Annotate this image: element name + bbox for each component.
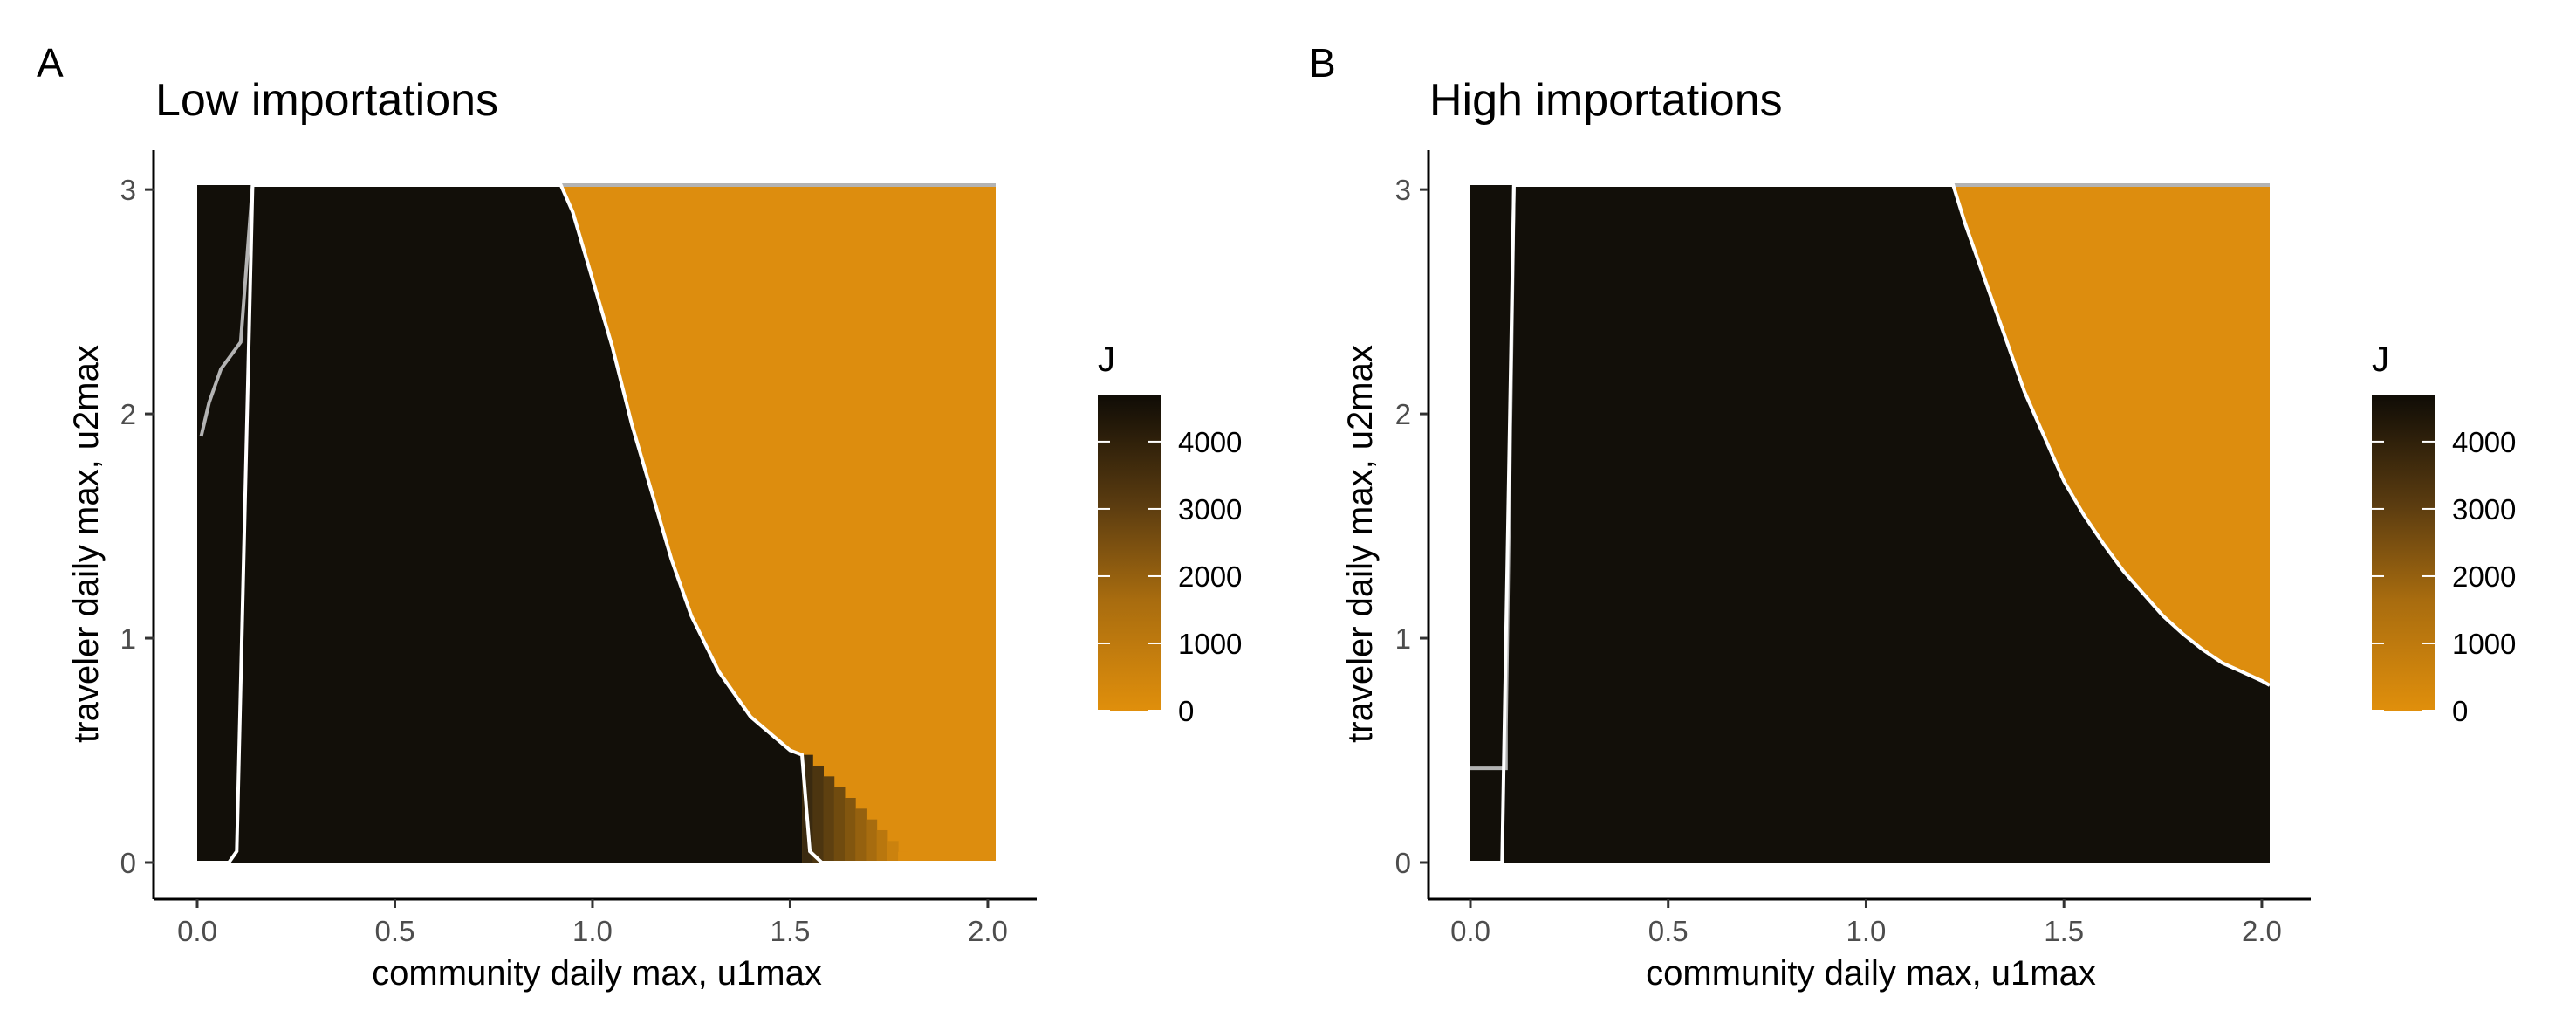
contour-line-white: [197, 183, 996, 864]
y-tick-label: 2: [120, 398, 136, 430]
transition-cell: [823, 776, 835, 863]
transition-cell: [844, 797, 856, 863]
x-tick-label: 1.5: [771, 915, 811, 947]
legend-title: J: [1098, 340, 1115, 379]
legend-tick-label: 3000: [1178, 493, 1242, 526]
y-tick-label: 2: [1395, 398, 1411, 430]
y-ticks: 0 1 2 3: [1395, 174, 1428, 879]
y-tick-label: 0: [1395, 847, 1411, 879]
heatmap-region-low: [1953, 185, 2270, 863]
legend-tick-label: 2000: [2452, 560, 2516, 593]
y-axis-label: traveler daily max, u2max: [67, 345, 106, 743]
panel-title: Low importations: [155, 75, 498, 126]
legend-tick-label: 1000: [2452, 628, 2516, 660]
colorbar-legend-b: J 0 1000 2000 3000 4000: [2372, 340, 2516, 727]
legend-ticks: 0 1000 2000 3000 4000: [2372, 426, 2516, 727]
colorbar: [1098, 395, 1161, 711]
legend-tick-label: 0: [2452, 695, 2468, 727]
colorbar: [2372, 395, 2435, 711]
y-tick-label: 3: [120, 174, 136, 206]
x-axis-label: community daily max, u1max: [372, 954, 822, 993]
y-axis-label: traveler daily max, u2max: [1341, 345, 1380, 743]
y-tick-label: 1: [120, 622, 136, 655]
legend-title: J: [2372, 340, 2389, 379]
x-tick-label: 1.5: [2044, 915, 2084, 947]
x-tick-label: 0.5: [1648, 915, 1689, 947]
transition-cell: [812, 765, 825, 863]
x-ticks: 0.0 0.5 1.0 1.5 2.0: [177, 899, 1008, 947]
legend-ticks: 0 1000 2000 3000 4000: [1098, 426, 1242, 727]
x-tick-label: 1.0: [1846, 915, 1887, 947]
panel-title: High importations: [1429, 75, 1783, 126]
x-tick-label: 1.0: [572, 915, 613, 947]
panel-tag: B: [1309, 40, 1336, 86]
contour-line-white: [1470, 183, 2271, 864]
y-tick-label: 1: [1395, 622, 1411, 655]
y-ticks: 0 1 2 3: [120, 174, 154, 879]
x-tick-label: 0.5: [375, 915, 415, 947]
plot-area: [1470, 183, 2271, 864]
y-tick-label: 0: [120, 847, 136, 879]
legend-tick-label: 1000: [1178, 628, 1242, 660]
transition-cell: [876, 829, 888, 863]
colorbar-legend-a: J 0 1000 2000 3000 4000: [1098, 340, 1242, 727]
legend-tick-label: 2000: [1178, 560, 1242, 593]
x-tick-label: 0.0: [1450, 915, 1490, 947]
transition-cell: [898, 851, 909, 863]
x-tick-label: 2.0: [2242, 915, 2282, 947]
legend-tick-label: 3000: [2452, 493, 2516, 526]
transition-cell: [866, 819, 878, 863]
legend-tick-label: 0: [1178, 695, 1194, 727]
x-tick-label: 0.0: [177, 915, 217, 947]
panel-b: B High importations 0.0 0.5 1.0 1.5 2.0 0 1 2 3…: [1309, 40, 2311, 993]
legend-tick-label: 4000: [1178, 426, 1242, 458]
legend-tick-label: 4000: [2452, 426, 2516, 458]
panel-a: A Low importations 0.0 0.5 1.0 1.5 2.0 0123 …: [37, 40, 1037, 993]
transition-cell: [887, 841, 899, 863]
transition-cell: [855, 808, 867, 863]
x-axis-label: community daily max, u1max: [1646, 954, 2096, 993]
panel-tag: A: [37, 40, 64, 86]
x-tick-label: 2.0: [968, 915, 1008, 947]
plot-area: [197, 183, 996, 864]
transition-cell: [833, 787, 846, 863]
x-ticks: 0.0 0.5 1.0 1.5 2.0: [1450, 899, 2282, 947]
heatmap-region-low: [560, 185, 996, 863]
y-tick-label: 3: [1395, 174, 1411, 206]
